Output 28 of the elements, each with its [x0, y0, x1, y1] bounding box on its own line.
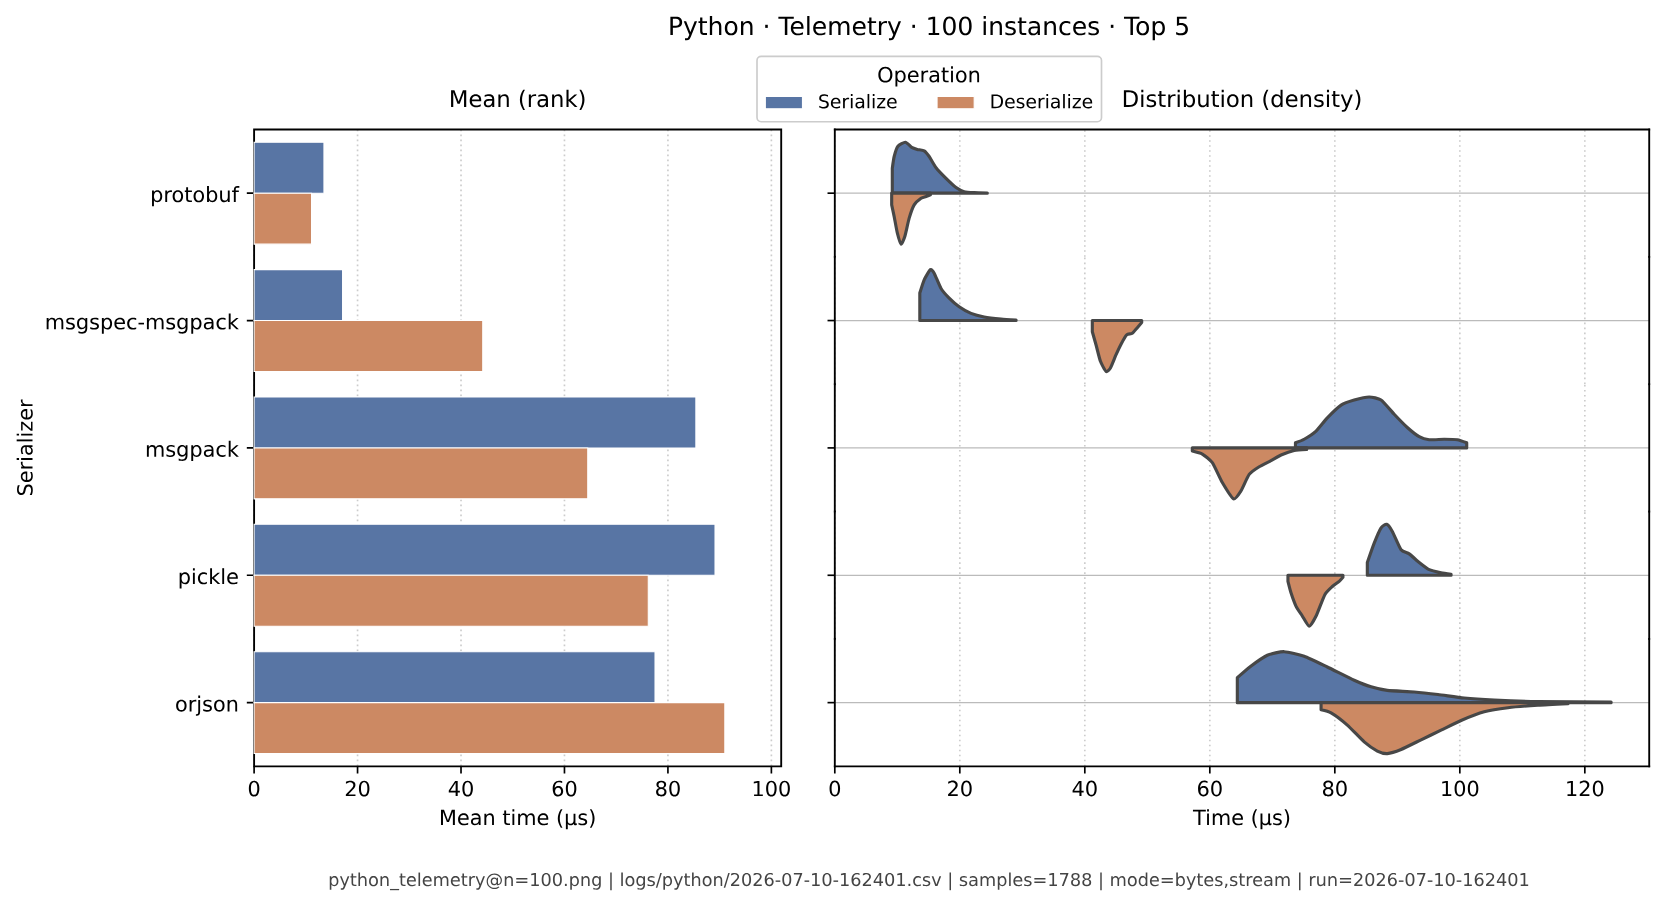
y-tick-label: protobuf	[152, 186, 240, 207]
x-tick-label: 100	[753, 780, 790, 797]
y-tick-label: msgpack	[146, 440, 239, 462]
text: python_telemetry@n=100.png | logs/python/2026-07-10-162401.csv | samples=1788 | mode=bytes,stream | run=2026-07-10-162401	[329, 872, 1529, 891]
x-tick-label: 60	[552, 780, 577, 797]
x-tick-label: 20	[948, 780, 972, 797]
legend-label: Serialize	[819, 93, 897, 109]
x-tick-label: 80	[1322, 780, 1347, 797]
x-tick-label: 40	[1072, 780, 1097, 797]
legend-title: Operation	[878, 66, 980, 87]
chart-title: Distribution (density)	[1123, 89, 1361, 112]
chart-subtitle: Mean (rank)	[451, 89, 585, 110]
y-tick-label: msgspec-msgpack	[46, 313, 239, 334]
x-tick-label: 80	[656, 780, 680, 797]
x-tick-label: 60	[1198, 780, 1222, 797]
y-tick-label: pickle	[179, 568, 238, 589]
y-axis-title: Serializer	[16, 399, 33, 496]
x-axis-title: Mean time (µs)	[440, 809, 595, 830]
text: Python · Telemetry · 100 instances · Top 5	[670, 16, 1188, 41]
legend-label: Deserialize	[991, 93, 1093, 109]
x-tick-label: 120	[1567, 780, 1604, 797]
x-tick-label: 20	[345, 780, 370, 797]
x-tick-label: 0	[248, 780, 260, 797]
x-tick-label: 40	[448, 780, 473, 797]
x-tick-label: 0	[829, 780, 841, 797]
y-tick-label: orjson	[176, 695, 238, 716]
x-axis-title: Time (µs)	[1192, 809, 1290, 830]
x-tick-label: 100	[1442, 780, 1479, 797]
